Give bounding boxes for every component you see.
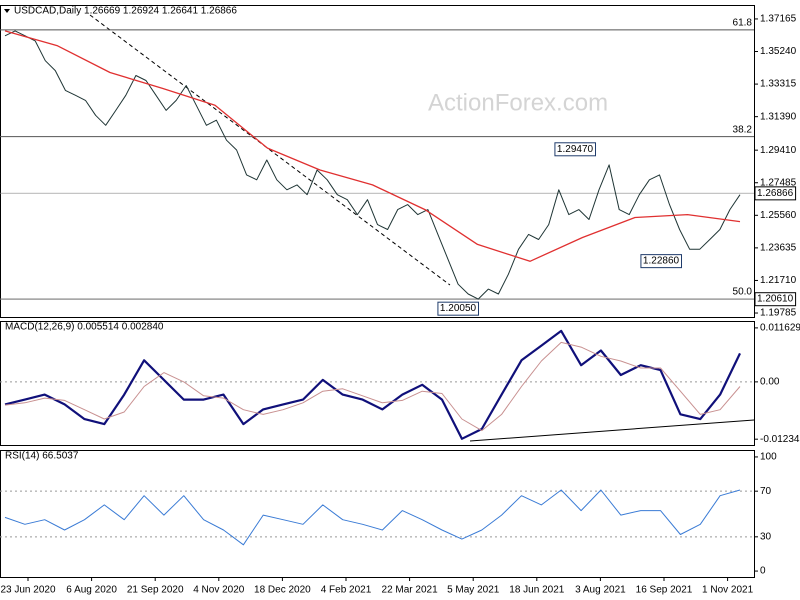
y-tick-label: 1.35240: [760, 46, 797, 57]
x-tick-label: 4 Feb 2021: [321, 585, 372, 596]
level-label: 50.0: [733, 287, 753, 298]
price-panel: [0, 5, 755, 318]
macd-panel: [0, 321, 755, 446]
trend-line: [89, 14, 451, 286]
price-annotation: 1.22860: [643, 256, 680, 267]
y-tick-label: 1.21710: [760, 275, 797, 286]
price-box: [754, 186, 797, 201]
y-tick-label: 70: [760, 486, 772, 497]
y-tick-label: 1.29410: [760, 145, 797, 156]
macd-support-line: [469, 419, 755, 442]
panel-title: USDCAD,Daily 1.26669 1.26924 1.26641 1.2…: [14, 6, 237, 17]
level-label: 61.8: [733, 17, 753, 28]
x-tick-label: 1 Nov 2021: [702, 585, 754, 596]
y-tick-label: 1.37165: [760, 14, 797, 25]
y-tick-label: 0.011629: [760, 323, 800, 334]
y-tick-label: 30: [760, 531, 772, 542]
y-tick-label: 0: [760, 566, 766, 577]
y-tick-label: 1.25560: [760, 210, 797, 221]
menu-icon: [4, 9, 10, 13]
price-annotation: 1.29470: [557, 144, 594, 155]
price-box: [754, 292, 797, 307]
panel-title: MACD(12,26,9) 0.005514 0.002840: [5, 322, 164, 333]
price-annotation-box: [640, 254, 683, 269]
series-line: [4, 329, 741, 440]
y-tick-label: 0.00: [760, 377, 780, 388]
y-tick-label: 1.31390: [760, 111, 797, 122]
panel-title: RSI(14) 66.5037: [5, 451, 79, 462]
level-label: 38.2: [733, 124, 753, 135]
y-tick-label: 100: [760, 452, 777, 463]
x-tick-label: 4 Nov 2020: [193, 585, 245, 596]
x-tick-label: 18 Jun 2021: [509, 585, 564, 596]
series-line: [4, 341, 741, 432]
y-tick-label: 1.27485: [760, 177, 797, 188]
series-line: [4, 30, 741, 300]
price-box-label: 1.20610: [757, 294, 794, 305]
x-tick-label: 21 Sep 2020: [127, 585, 184, 596]
y-tick-label: -0.012348: [760, 434, 800, 445]
x-tick-label: 6 Aug 2020: [66, 585, 117, 596]
y-tick-label: 1.23635: [760, 243, 797, 254]
x-tick-label: 23 Jun 2020: [0, 585, 55, 596]
x-tick-label: 3 Aug 2021: [575, 585, 626, 596]
x-tick-label: 18 Dec 2020: [254, 585, 311, 596]
series-line: [4, 489, 741, 546]
x-tick-label: 5 May 2021: [447, 585, 500, 596]
price-annotation: 1.20050: [440, 303, 477, 314]
x-tick-label: 22 Mar 2021: [382, 585, 439, 596]
watermark: ActionForex.com: [428, 89, 608, 116]
rsi-panel: [0, 450, 755, 578]
series-line: [4, 30, 741, 262]
price-box-label: 1.26866: [757, 188, 794, 199]
price-annotation-box: [554, 142, 597, 157]
y-tick-label: 1.33315: [760, 79, 797, 90]
price-annotation-box: [437, 301, 480, 316]
x-tick-label: 16 Sep 2021: [636, 585, 693, 596]
y-tick-label: 1.19785: [760, 308, 797, 319]
